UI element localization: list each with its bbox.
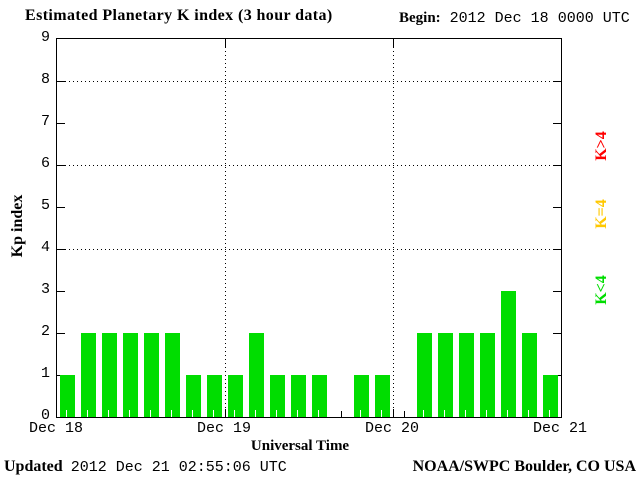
y-tick-left <box>57 249 65 250</box>
x-minor-tick <box>423 410 424 417</box>
begin-label: Begin: <box>399 10 441 26</box>
begin-value: 2012 Dec 18 0000 UTC <box>449 10 630 27</box>
kp-bar <box>501 291 516 417</box>
day-boundary-line <box>393 39 394 417</box>
kp-bar <box>543 375 558 417</box>
y-tick-right <box>553 81 561 82</box>
kp-bar <box>291 375 306 417</box>
updated-caption: Updated 2012 Dec 21 02:55:06 UTC <box>4 458 287 476</box>
kp-bar <box>312 375 327 417</box>
day-tick-top <box>225 39 226 47</box>
legend-item-K4: K>4 <box>593 131 610 161</box>
x-minor-tick <box>549 410 550 417</box>
x-minor-tick <box>129 410 130 417</box>
x-minor-tick <box>528 410 529 417</box>
y-tick-right <box>553 291 561 292</box>
x-minor-tick <box>66 410 67 417</box>
x-minor-tick <box>381 410 382 417</box>
y-tick-right <box>553 207 561 208</box>
legend-item-K4: K<4 <box>593 275 610 305</box>
kp-bar <box>354 375 369 417</box>
y-tick-left <box>57 81 65 82</box>
x-minor-tick <box>341 411 342 417</box>
y-tick-right <box>553 123 561 124</box>
x-minor-tick <box>171 410 172 417</box>
updated-label: Updated <box>4 458 63 475</box>
kp-bar <box>375 375 390 417</box>
y-tick-label: 8 <box>40 71 50 88</box>
gridline-y-6 <box>57 165 561 166</box>
y-tick-label: 1 <box>40 365 50 382</box>
x-minor-tick <box>192 410 193 417</box>
y-tick-left <box>57 291 65 292</box>
x-minor-tick <box>360 410 361 417</box>
x-day-label: Dec 19 <box>196 420 252 437</box>
x-minor-tick <box>150 410 151 417</box>
chart-title: Estimated Planetary K index (3 hour data… <box>25 7 333 24</box>
kp-bar <box>270 375 285 417</box>
kp-bar <box>60 375 75 417</box>
gridline-y-4 <box>57 249 561 250</box>
y-axis-title: Kp index <box>9 194 26 258</box>
x-minor-tick <box>318 410 319 417</box>
y-tick-left <box>57 165 65 166</box>
x-minor-tick <box>276 410 277 417</box>
y-tick-left <box>57 207 65 208</box>
y-tick-left <box>57 333 65 334</box>
x-minor-tick <box>404 411 405 417</box>
kp-bar <box>81 333 96 417</box>
gridline-y-8 <box>57 81 561 82</box>
y-tick-label: 3 <box>40 281 50 298</box>
legend-item-K4: K=4 <box>593 199 610 229</box>
kp-bar <box>144 333 159 417</box>
x-day-label: Dec 21 <box>532 420 588 437</box>
kp-bar <box>207 375 222 417</box>
kp-bar <box>123 333 138 417</box>
updated-value: 2012 Dec 21 02:55:06 UTC <box>70 459 287 476</box>
x-minor-tick <box>444 410 445 417</box>
kp-bar <box>480 333 495 417</box>
y-tick-label: 9 <box>40 29 50 46</box>
x-axis-title: Universal Time <box>250 438 350 454</box>
y-tick-right <box>553 333 561 334</box>
x-minor-tick <box>255 410 256 417</box>
kp-bar <box>438 333 453 417</box>
kp-bar <box>228 375 243 417</box>
kp-bar <box>165 333 180 417</box>
x-minor-tick <box>465 410 466 417</box>
x-minor-tick <box>297 410 298 417</box>
y-tick-label: 5 <box>40 197 50 214</box>
attribution: NOAA/SWPC Boulder, CO USA <box>412 458 636 475</box>
x-minor-tick <box>486 410 487 417</box>
x-minor-tick <box>87 410 88 417</box>
day-tick-bottom <box>393 409 394 417</box>
day-tick-bottom <box>225 409 226 417</box>
day-boundary-line <box>225 39 226 417</box>
x-day-label: Dec 20 <box>364 420 420 437</box>
x-minor-tick <box>108 410 109 417</box>
kp-bar <box>249 333 264 417</box>
x-minor-tick <box>507 410 508 417</box>
y-tick-label: 7 <box>40 113 50 130</box>
y-tick-right <box>553 165 561 166</box>
x-day-label: Dec 18 <box>28 420 84 437</box>
y-tick-label: 2 <box>40 323 50 340</box>
kp-bar <box>417 333 432 417</box>
begin-caption: Begin: 2012 Dec 18 0000 UTC <box>399 10 630 27</box>
y-tick-label: 4 <box>40 239 50 256</box>
plot-area <box>56 38 562 418</box>
y-tick-right <box>553 249 561 250</box>
y-tick-label: 0 <box>40 407 50 424</box>
kp-bar <box>102 333 117 417</box>
kp-bar <box>459 333 474 417</box>
kp-bar <box>522 333 537 417</box>
kp-bar <box>186 375 201 417</box>
x-minor-tick <box>213 410 214 417</box>
y-tick-label: 6 <box>40 155 50 172</box>
x-minor-tick <box>234 410 235 417</box>
day-tick-top <box>393 39 394 47</box>
y-tick-left <box>57 123 65 124</box>
